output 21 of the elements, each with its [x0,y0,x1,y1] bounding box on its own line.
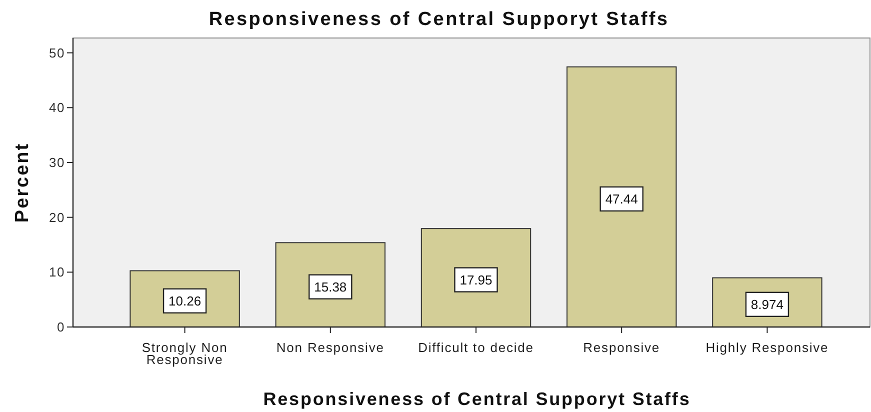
y-tick-label: 20 [48,210,65,225]
data-label: 47.44 [605,191,638,206]
y-tick-label: 40 [48,100,65,116]
data-label: 10.26 [168,293,202,308]
x-tick-label: Difficult to decide [418,340,534,355]
x-tick-label: Non Responsive [276,340,384,355]
x-tick-label: Responsive [583,340,660,355]
x-tick-label: Strongly Non Responsive [142,340,228,367]
bar [420,228,532,328]
x-tick-label: Highly Responsive [706,340,829,355]
data-label: 8.974 [750,296,784,312]
bar [566,66,677,328]
data-label: 15.38 [314,279,347,294]
y-tick-label: 10 [48,264,65,280]
y-tick-label: 30 [48,154,65,170]
y-tick-label: 50 [48,45,65,60]
y-axis-title: Percent [12,142,33,223]
y-tick-label: 0 [56,320,65,334]
data-label: 17.95 [460,272,492,288]
x-axis-title: Responsiveness of Central Supporyt Staffs [263,389,691,409]
chart-title: Responsiveness of Central Supporyt Staffs [208,9,670,30]
